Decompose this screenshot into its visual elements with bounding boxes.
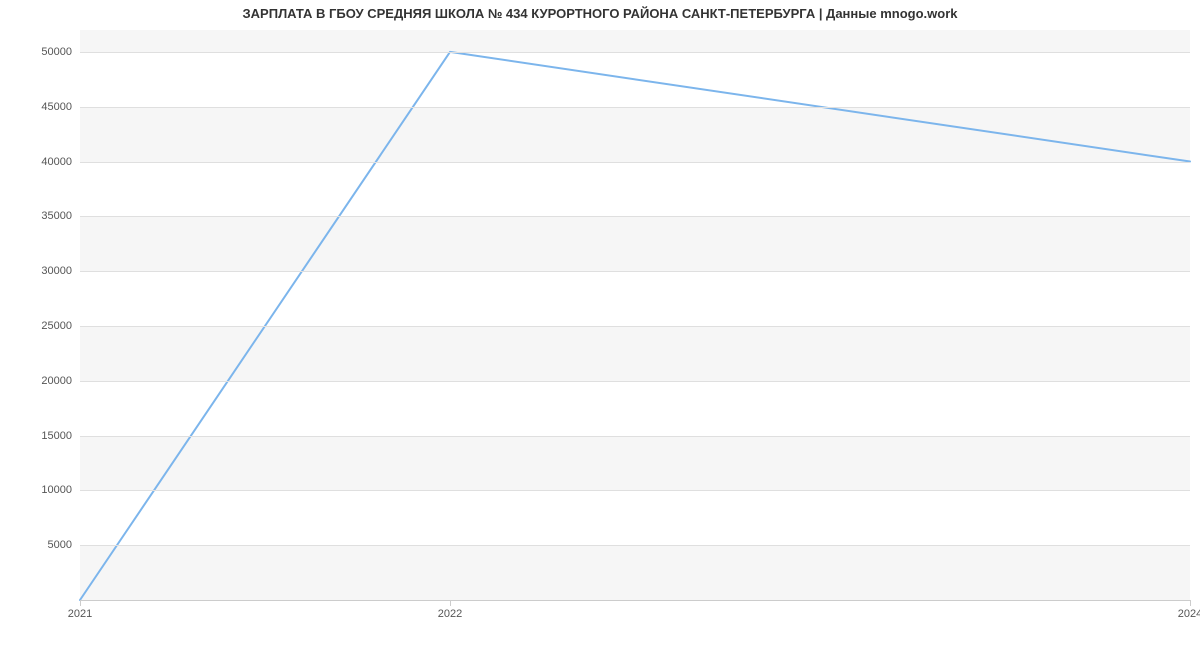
salary-line-chart: ЗАРПЛАТА В ГБОУ СРЕДНЯЯ ШКОЛА № 434 КУРО…: [0, 0, 1200, 650]
y-tick-label: 30000: [41, 265, 80, 277]
chart-title: ЗАРПЛАТА В ГБОУ СРЕДНЯЯ ШКОЛА № 434 КУРО…: [0, 6, 1200, 21]
y-tick-label: 15000: [41, 430, 80, 442]
y-tick-label: 45000: [41, 101, 80, 113]
y-gridline: [80, 436, 1190, 437]
y-gridline: [80, 162, 1190, 163]
y-tick-label: 5000: [48, 539, 80, 551]
x-axis-line: [80, 600, 1190, 601]
y-gridline: [80, 271, 1190, 272]
y-tick-label: 10000: [41, 484, 80, 496]
y-tick-label: 40000: [41, 156, 80, 168]
y-gridline: [80, 490, 1190, 491]
y-tick-label: 50000: [41, 46, 80, 58]
x-tick-label: 2024: [1178, 600, 1200, 620]
y-tick-label: 25000: [41, 320, 80, 332]
y-gridline: [80, 326, 1190, 327]
y-tick-label: 20000: [41, 375, 80, 387]
y-gridline: [80, 545, 1190, 546]
y-gridline: [80, 216, 1190, 217]
line-layer: [80, 30, 1190, 600]
x-tick-label: 2022: [438, 600, 462, 620]
x-tick-label: 2021: [68, 600, 92, 620]
plot-area: 5000100001500020000250003000035000400004…: [80, 30, 1190, 600]
y-gridline: [80, 381, 1190, 382]
y-gridline: [80, 52, 1190, 53]
y-tick-label: 35000: [41, 210, 80, 222]
y-gridline: [80, 107, 1190, 108]
